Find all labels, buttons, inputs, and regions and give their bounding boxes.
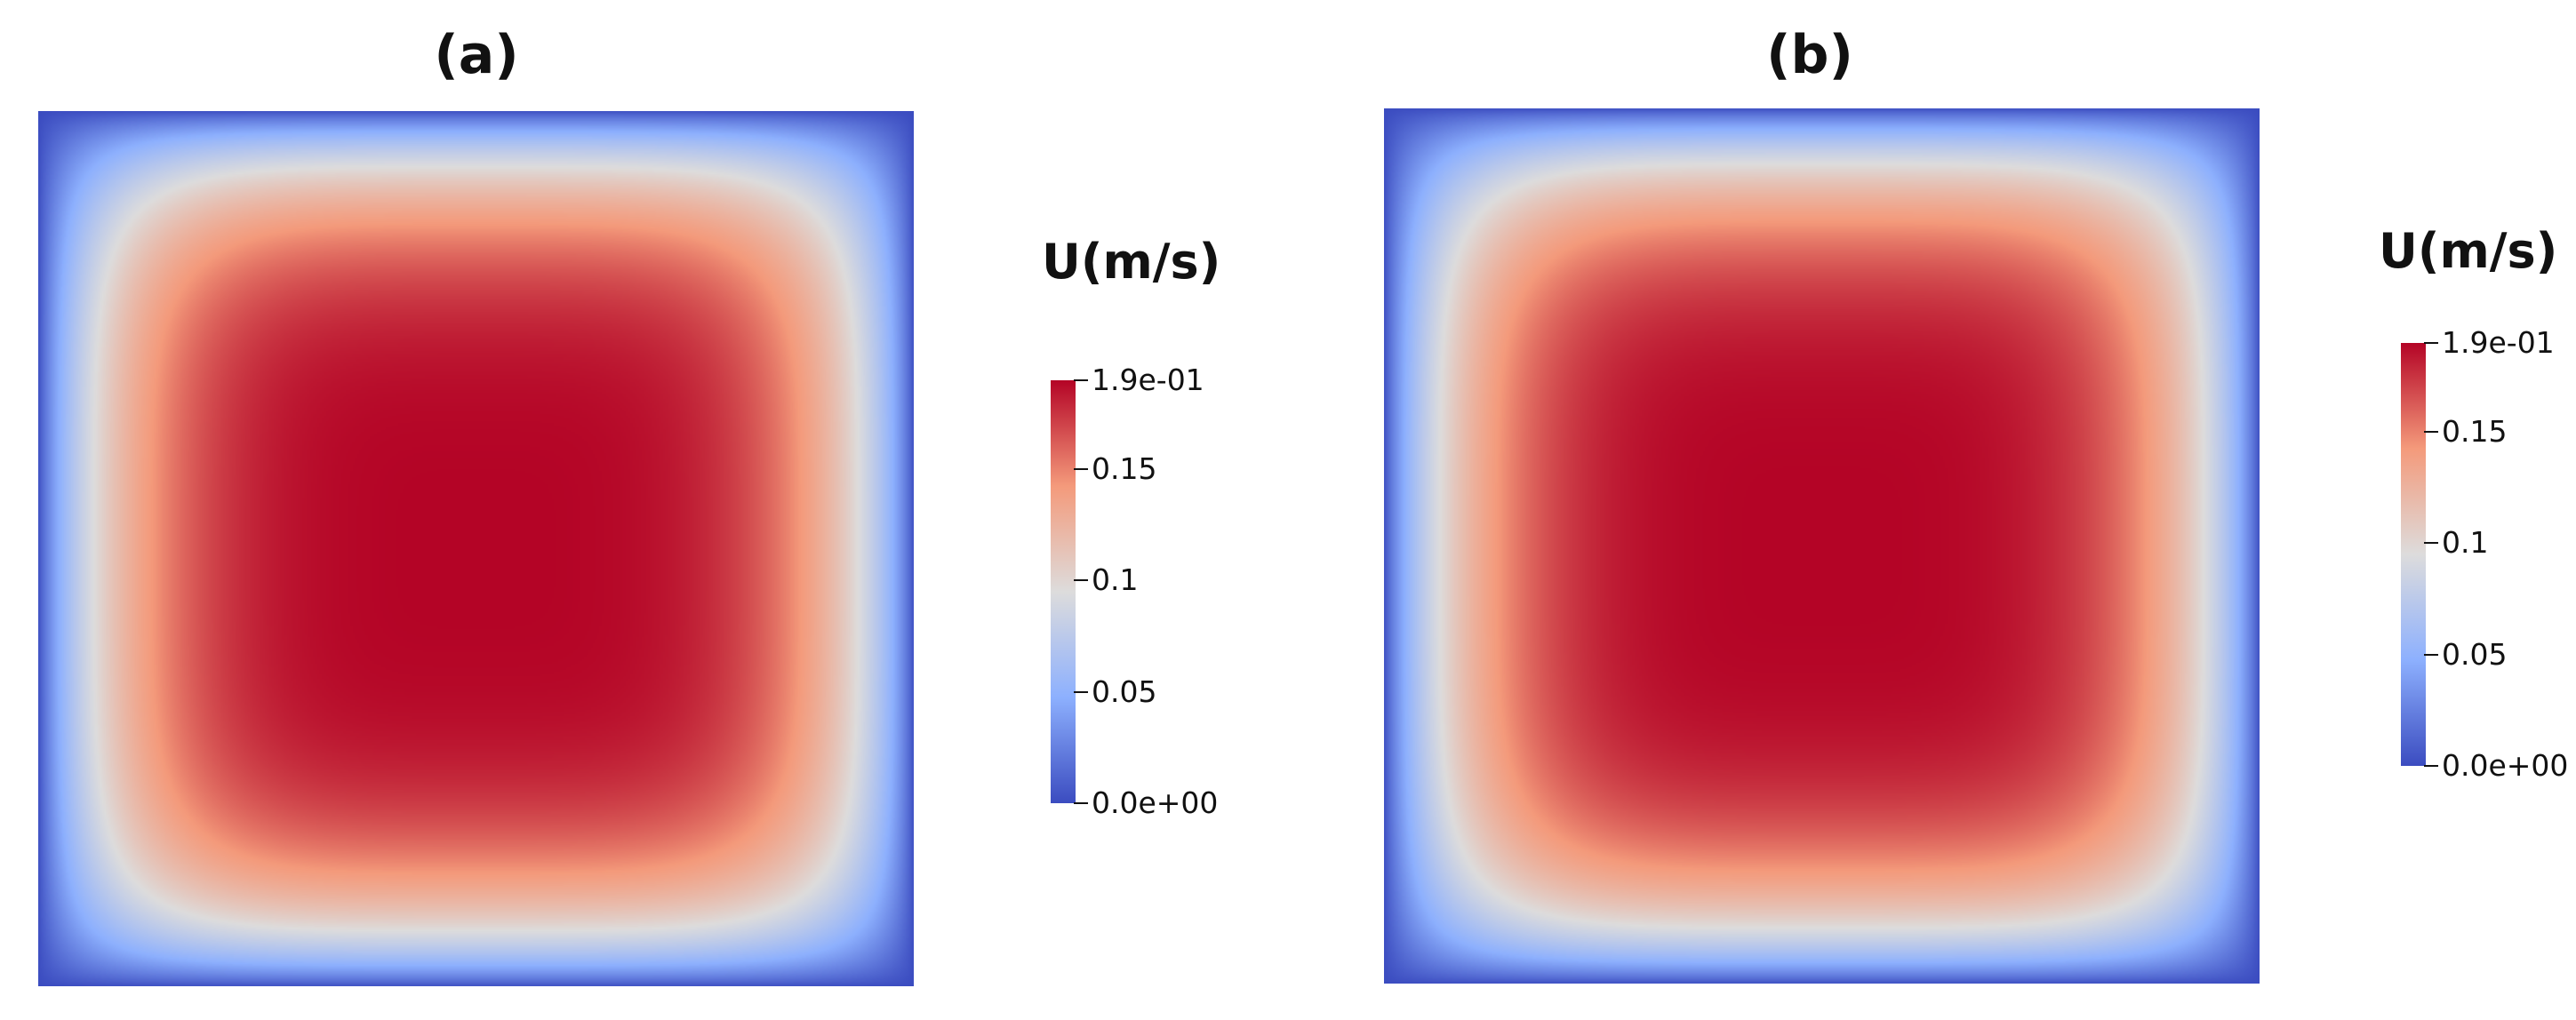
panel-a-colorbar (1051, 380, 1076, 803)
panel-a-tick-label: 0.0e+00 (1092, 785, 1219, 820)
panel-b-colorbar-tick (2424, 653, 2438, 656)
panel-a-colorbar-tick (1074, 579, 1088, 582)
panel-b-colorbar-tick (2424, 431, 2438, 434)
panel-b-velocity-field (1384, 108, 2260, 984)
panel-b-tick-label: 1.9e-01 (2442, 325, 2555, 360)
panel-a-tick-label: 0.1 (1092, 562, 1139, 598)
panel-a-colorbar-tick (1074, 468, 1088, 471)
panel-a-tick-label: 0.15 (1092, 451, 1157, 487)
panel-a-title: (a) (434, 24, 519, 86)
panel-b-tick-label: 0.15 (2442, 414, 2508, 450)
panel-b-colorbar-label: U(m/s) (2379, 223, 2558, 279)
panel-b-colorbar (2401, 343, 2426, 766)
panel-a-colorbar-tick (1074, 802, 1088, 804)
panel-b-tick-label: 0.1 (2442, 525, 2489, 561)
panel-a-colorbar-label: U(m/s) (1042, 234, 1221, 290)
panel-b-title: (b) (1766, 24, 1853, 86)
panel-a-colorbar-tick (1074, 379, 1088, 381)
panel-a-velocity-field (38, 111, 914, 986)
panel-a-colorbar-tick (1074, 690, 1088, 693)
panel-b-colorbar-tick (2424, 542, 2438, 545)
panel-a-tick-label: 1.9e-01 (1092, 363, 1204, 397)
panel-b-colorbar-tick (2424, 765, 2438, 767)
panel-a-tick-label: 0.05 (1092, 673, 1157, 709)
panel-b-tick-label: 0.0e+00 (2442, 748, 2569, 783)
panel-b-tick-label: 0.05 (2442, 636, 2508, 672)
panel-b-colorbar-tick (2424, 342, 2438, 344)
